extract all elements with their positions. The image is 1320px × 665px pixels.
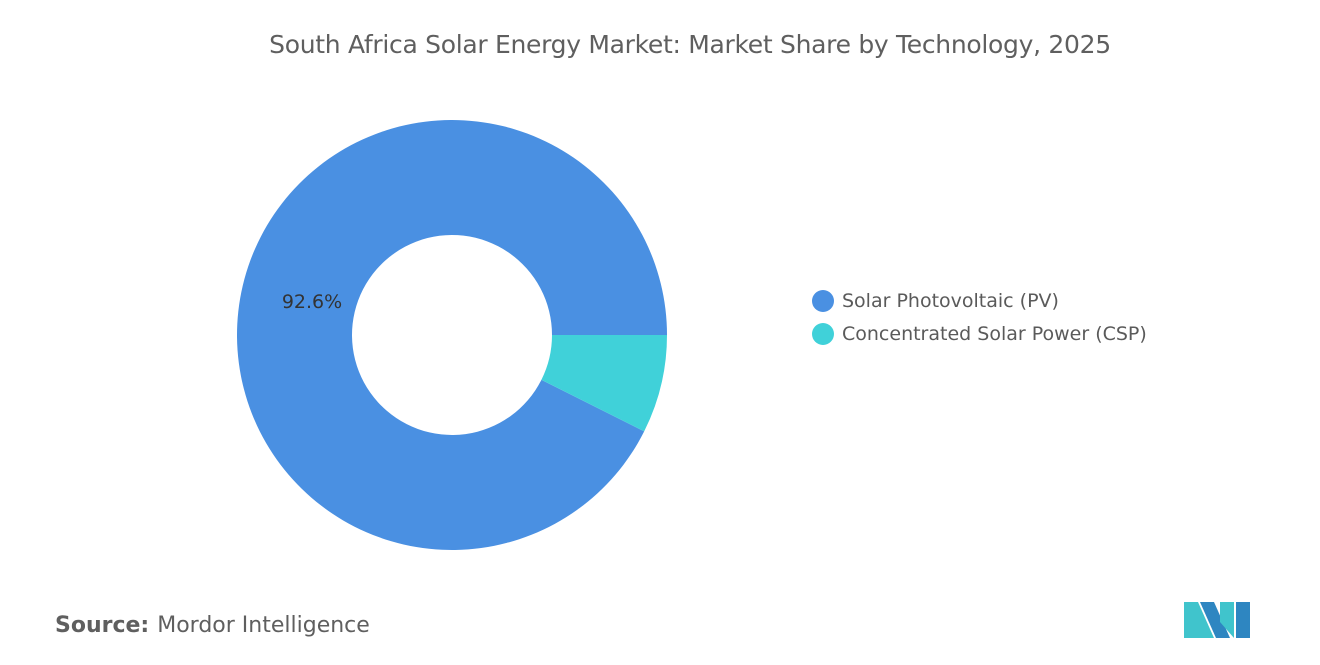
mordor-logo <box>1184 602 1250 638</box>
legend-label: Solar Photovoltaic (PV) <box>842 289 1059 312</box>
source-note: Source: Mordor Intelligence <box>55 613 370 638</box>
legend-swatch-csp <box>812 322 834 345</box>
data-label-0: 92.6% <box>282 291 342 313</box>
donut-slice-1[interactable] <box>541 335 667 432</box>
legend-item-pv[interactable]: Solar Photovoltaic (PV) <box>812 284 1147 317</box>
legend-swatch-pv <box>812 289 834 312</box>
donut-slice-0[interactable] <box>237 119 668 550</box>
source-label: Source: <box>55 613 150 638</box>
legend-label: Concentrated Solar Power (CSP) <box>842 322 1147 345</box>
legend-item-csp[interactable]: Concentrated Solar Power (CSP) <box>812 317 1147 350</box>
legend: Solar Photovoltaic (PV) Concentrated Sol… <box>812 284 1147 350</box>
chart-title: South Africa Solar Energy Market: Market… <box>269 30 1111 59</box>
source-value: Mordor Intelligence <box>157 613 370 638</box>
